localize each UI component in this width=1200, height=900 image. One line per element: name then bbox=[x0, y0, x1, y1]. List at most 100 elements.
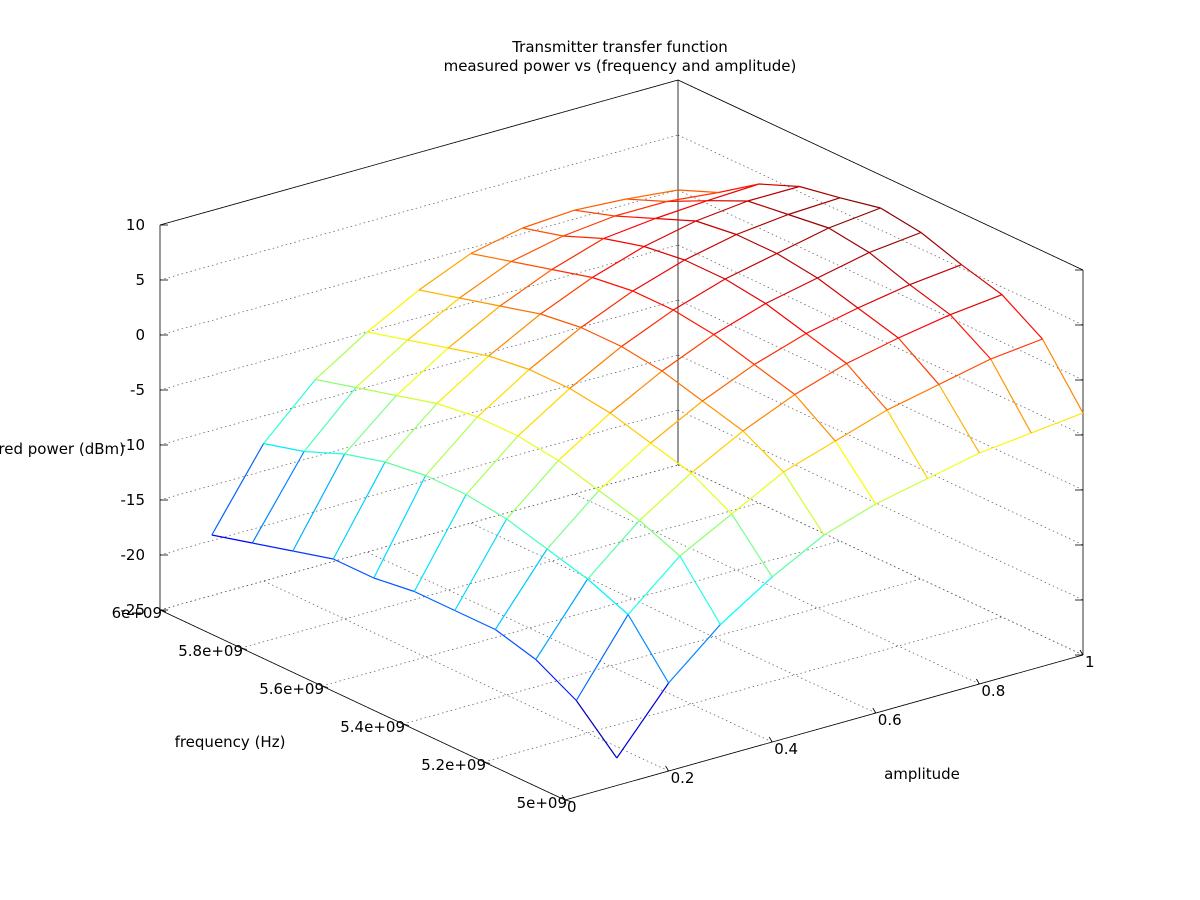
mesh-segment bbox=[655, 217, 696, 222]
mesh-segment bbox=[396, 394, 438, 405]
mesh-segment bbox=[834, 409, 888, 442]
frequency-tick-mark bbox=[321, 685, 329, 688]
mesh-segment bbox=[695, 220, 737, 236]
mesh-segment bbox=[418, 289, 460, 299]
mesh-segment bbox=[909, 264, 962, 286]
mesh-segment bbox=[211, 443, 265, 536]
mesh-segment bbox=[643, 245, 685, 261]
mesh-segment bbox=[614, 215, 656, 220]
mesh-segment bbox=[546, 490, 600, 550]
mesh-segment bbox=[875, 477, 928, 505]
mesh-segment bbox=[580, 290, 634, 328]
mesh-segment bbox=[961, 264, 1003, 296]
mesh-segment bbox=[776, 227, 829, 255]
mesh-segment bbox=[823, 503, 877, 536]
mesh-segment bbox=[614, 200, 667, 217]
mesh-segment bbox=[920, 232, 962, 266]
mesh-segment bbox=[522, 227, 564, 237]
frequency-tick-mark bbox=[402, 723, 410, 726]
mesh-segment bbox=[465, 493, 507, 520]
mesh-segment bbox=[776, 252, 818, 279]
mesh-segment bbox=[454, 518, 508, 611]
z-tick-label: -25 bbox=[121, 601, 146, 619]
mesh-segment bbox=[668, 624, 721, 684]
top-right-edge bbox=[677, 79, 1084, 271]
surface-mesh bbox=[211, 183, 1084, 759]
mesh-segment bbox=[563, 235, 604, 240]
mesh-segment bbox=[799, 185, 841, 199]
z-gridline-right-wall bbox=[677, 189, 1084, 381]
mesh-segment bbox=[731, 513, 773, 578]
mesh-segment bbox=[488, 355, 530, 371]
mesh-segment bbox=[292, 453, 346, 552]
mesh-segment bbox=[788, 197, 841, 216]
mesh-segment bbox=[990, 358, 1032, 434]
mesh-segment bbox=[713, 302, 766, 336]
amplitude-tick-mark bbox=[872, 707, 877, 714]
mesh-segment bbox=[616, 682, 670, 759]
mesh-segment bbox=[834, 440, 877, 505]
mesh-segment bbox=[344, 453, 386, 463]
mesh-segment bbox=[788, 213, 829, 229]
mesh-segment bbox=[650, 400, 703, 444]
mesh-segment bbox=[211, 534, 253, 544]
mesh-segment bbox=[626, 198, 667, 203]
mesh-segment bbox=[1041, 338, 1084, 414]
mesh-segment bbox=[575, 614, 629, 701]
mesh-segment bbox=[598, 442, 652, 491]
mesh-segment bbox=[454, 609, 496, 631]
amplitude-tick-label: 0.8 bbox=[981, 682, 1005, 700]
mesh-segment bbox=[447, 305, 501, 349]
mesh-segment bbox=[938, 358, 991, 386]
mesh-segment bbox=[314, 331, 368, 380]
mesh-segment bbox=[603, 217, 656, 240]
mesh-segment bbox=[587, 520, 640, 580]
frequency-tick-label: 5.8e+09 bbox=[178, 642, 243, 660]
mesh-segment bbox=[719, 576, 773, 625]
mesh-segment bbox=[731, 471, 784, 515]
z-gridline-right-wall bbox=[677, 409, 1084, 601]
amplitude-tick-label: 0 bbox=[567, 798, 577, 816]
amplitude-tick-label: 0.6 bbox=[878, 711, 902, 729]
amplitude-tick-mark bbox=[665, 765, 669, 772]
mesh-segment bbox=[1030, 412, 1084, 434]
floor-gridline-amplitude bbox=[574, 493, 980, 685]
mesh-segment bbox=[783, 440, 836, 473]
mesh-segment bbox=[794, 362, 847, 396]
mesh-segment bbox=[355, 386, 397, 397]
z-gridline-right-wall bbox=[677, 134, 1084, 326]
mesh-segment bbox=[303, 387, 357, 452]
mesh-segment bbox=[695, 200, 748, 222]
mesh-segment bbox=[499, 269, 553, 307]
mesh-segment bbox=[569, 346, 622, 389]
floor-gridline-frequency bbox=[240, 502, 760, 649]
amplitude-tick-label: 0.2 bbox=[671, 769, 695, 787]
z-gridline-left-wall bbox=[159, 409, 679, 556]
mesh-segment bbox=[413, 494, 467, 592]
mesh-segment bbox=[880, 207, 922, 234]
labels-layer: -25-20-15-10-505105e+095.2e+095.4e+095.6… bbox=[0, 216, 1095, 816]
mesh-segment bbox=[639, 520, 681, 557]
mesh-segment bbox=[632, 290, 674, 311]
z-gridline-left-wall bbox=[159, 354, 679, 501]
mesh-segment bbox=[609, 370, 663, 414]
floor-gridline-amplitude bbox=[470, 522, 876, 714]
mesh-segment bbox=[580, 326, 622, 348]
mesh-segment bbox=[886, 383, 940, 411]
mesh-segment bbox=[627, 614, 670, 684]
mesh-segment bbox=[643, 220, 697, 248]
floor-gridline-frequency bbox=[483, 616, 1003, 763]
mesh-segment bbox=[747, 200, 789, 216]
mesh-segment bbox=[846, 363, 888, 411]
z-gridline-left-wall bbox=[159, 244, 679, 391]
mesh-segment bbox=[499, 305, 541, 315]
chart-subtitle: measured power vs (frequency and amplitu… bbox=[443, 57, 797, 75]
mesh-segment bbox=[373, 475, 427, 579]
mesh-segment bbox=[598, 490, 640, 521]
mesh-segment bbox=[753, 364, 796, 395]
mesh-segment bbox=[805, 307, 859, 335]
mesh-segment bbox=[758, 183, 800, 188]
z-tick-label: -15 bbox=[121, 491, 146, 509]
mesh-segment bbox=[407, 297, 460, 341]
